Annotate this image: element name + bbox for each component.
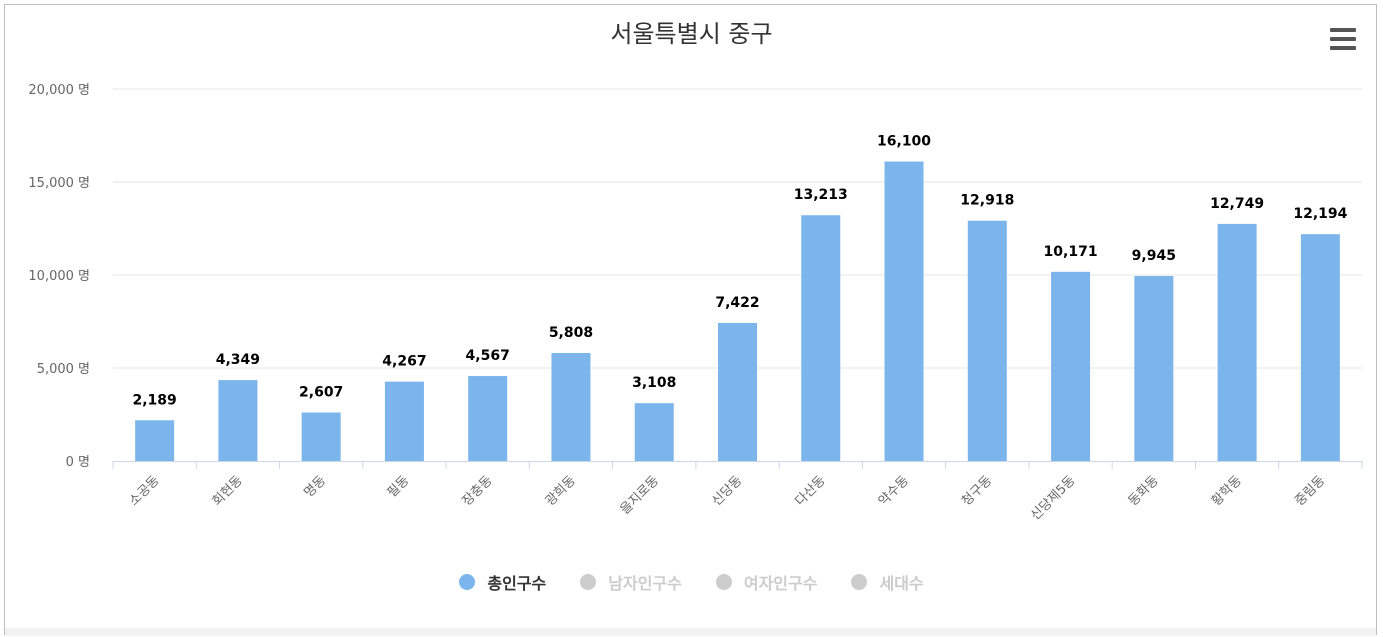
chart-legend: 총인구수 남자인구수 여자인구수 세대수 <box>0 568 1383 596</box>
legend-marker-female-population <box>715 574 732 590</box>
bar <box>301 412 341 461</box>
legend-marker-households <box>851 574 868 590</box>
legend-marker-male-population <box>580 574 597 590</box>
bar-value-label: 9,945 <box>1132 248 1176 264</box>
legend-label: 총인구수 <box>487 574 547 593</box>
bar <box>135 420 175 461</box>
x-tick-label: 신당제5동 <box>1028 473 1078 523</box>
bar <box>967 220 1007 461</box>
bottom-band <box>5 628 1376 636</box>
hamburger-menu-icon <box>1330 28 1356 32</box>
chart-context-menu-button[interactable] <box>1328 28 1358 52</box>
x-tick-label: 광희동 <box>543 473 579 509</box>
x-tick-label: 약수동 <box>876 473 912 509</box>
bar-value-label: 12,918 <box>960 193 1014 209</box>
legend-label: 세대수 <box>879 574 924 593</box>
bar-value-label: 12,749 <box>1210 196 1264 212</box>
bar-value-label: 2,607 <box>299 385 343 401</box>
legend-item-total-population[interactable]: 총인구수 <box>459 570 546 594</box>
legend-marker-total-population <box>459 574 476 590</box>
bar-value-label: 7,422 <box>715 295 759 311</box>
bar <box>884 161 924 462</box>
x-tick-label: 회현동 <box>210 473 246 509</box>
x-tick-label: 소공동 <box>126 473 162 509</box>
y-tick-label: 0 명 <box>66 455 90 470</box>
bar <box>801 215 841 461</box>
bar-value-label: 10,171 <box>1044 244 1098 260</box>
y-tick-label: 5,000 명 <box>37 362 90 377</box>
legend-label: 남자인구수 <box>608 574 682 593</box>
hamburger-menu-icon-line <box>1330 46 1356 50</box>
x-tick-label: 명동 <box>301 473 329 501</box>
bar-value-label: 2,189 <box>132 392 176 408</box>
bar-value-label: 4,349 <box>216 352 260 368</box>
bar-value-label: 16,100 <box>877 134 931 150</box>
bar <box>218 380 258 461</box>
bar <box>1051 271 1091 461</box>
x-tick-label: 을지로동 <box>618 473 662 517</box>
bar <box>384 381 424 461</box>
bar-value-label: 12,194 <box>1293 206 1347 222</box>
bar-value-label: 4,567 <box>466 348 510 364</box>
legend-item-female-population[interactable]: 여자인구수 <box>715 570 818 594</box>
legend-item-households[interactable]: 세대수 <box>851 570 924 594</box>
bar-value-label: 13,213 <box>794 187 848 203</box>
x-tick-label: 장충동 <box>460 473 496 509</box>
y-tick-label: 20,000 명 <box>28 83 90 98</box>
chart-title: 서울특별시 중구 <box>610 20 773 48</box>
x-tick-label: 동화동 <box>1126 473 1162 509</box>
x-tick-label: 다산동 <box>793 473 829 509</box>
bar <box>468 376 508 461</box>
bar-value-label: 3,108 <box>632 375 676 391</box>
y-tick-label: 15,000 명 <box>28 176 90 191</box>
x-tick-label: 중림동 <box>1292 473 1328 509</box>
legend-item-male-population[interactable]: 남자인구수 <box>580 570 682 594</box>
bar <box>1134 276 1174 461</box>
bar <box>1217 223 1257 461</box>
bar <box>1300 234 1340 461</box>
bar-value-label: 4,267 <box>382 354 426 370</box>
hamburger-menu-icon-line <box>1330 37 1356 41</box>
y-tick-label: 10,000 명 <box>28 269 90 284</box>
x-tick-label: 신당동 <box>709 473 745 509</box>
x-tick-label: 황학동 <box>1209 473 1245 509</box>
bar <box>634 403 674 461</box>
x-tick-label: 청구동 <box>959 473 995 509</box>
bar <box>551 352 591 461</box>
x-tick-label: 필동 <box>385 473 413 501</box>
bar-value-label: 5,808 <box>549 325 593 341</box>
bar <box>718 322 757 461</box>
legend-label: 여자인구수 <box>743 574 818 593</box>
